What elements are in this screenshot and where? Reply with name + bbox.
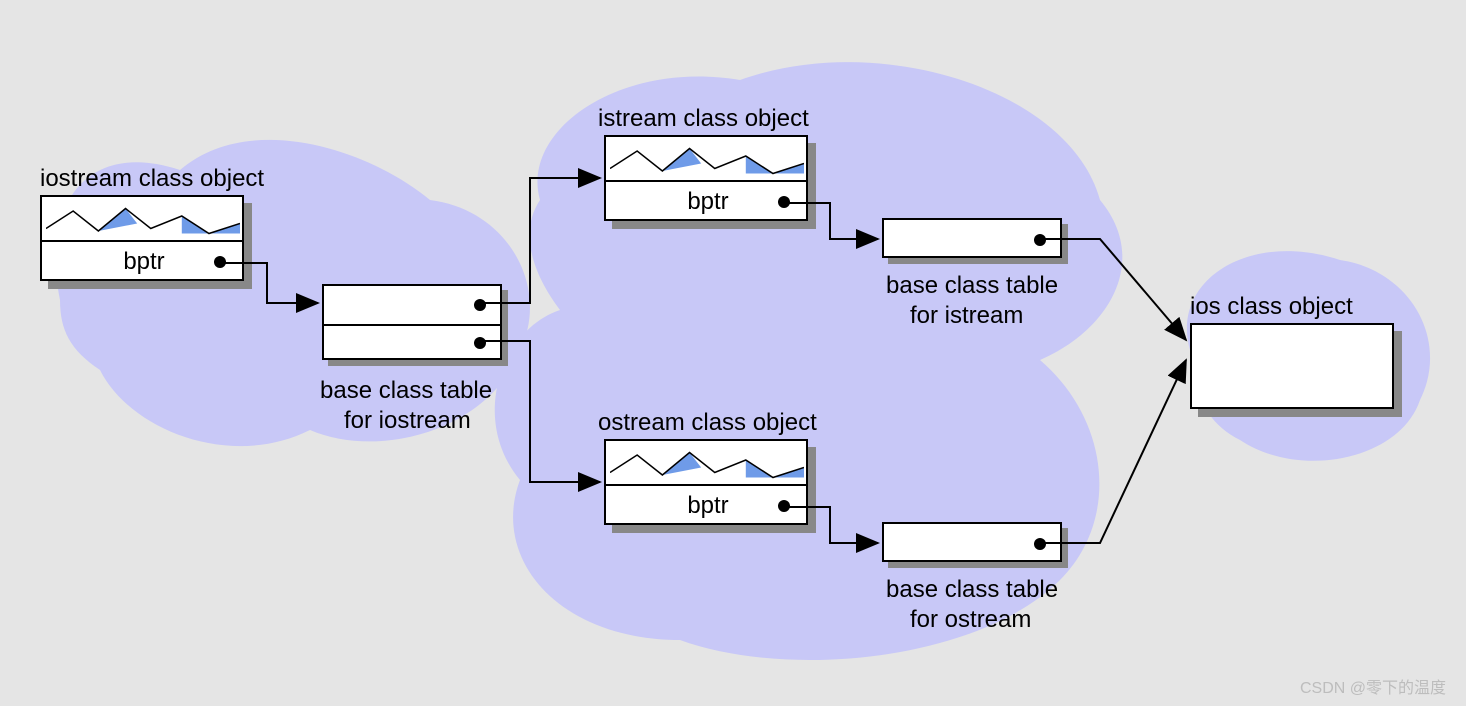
istream-box: bptr (604, 135, 808, 221)
bct-iostream (322, 284, 502, 360)
istream-box-label: istream class object (598, 105, 809, 133)
ios-box-label: ios class object (1190, 293, 1353, 321)
bct-ostream-to-ios (1040, 360, 1186, 543)
bct-ostream (882, 522, 1062, 562)
ostream-box-label: ostream class object (598, 409, 817, 437)
ostream-box: bptr (604, 439, 808, 525)
iostream-box-bptr-dot (214, 256, 226, 268)
istream-box-bptr-dot (778, 196, 790, 208)
bct-iostream-label-1: base class table (320, 377, 492, 405)
iostream-box-label: iostream class object (40, 165, 264, 193)
bct-iostream-label-2: for iostream (344, 407, 471, 435)
bct-iostream-dot-0 (474, 299, 486, 311)
bct-iostream-dot-1 (474, 337, 486, 349)
watermark: CSDN @零下的温度 (1300, 674, 1446, 698)
bct-istream-label-1: base class table (886, 272, 1058, 300)
bct-ostream-dot-0 (1034, 538, 1046, 550)
ostream-box-bptr-dot (778, 500, 790, 512)
bct-ostream-label-2: for ostream (910, 606, 1031, 634)
diagram-canvas: bptriostream class object bptristream cl… (0, 0, 1466, 706)
bct-istream (882, 218, 1062, 258)
iostream-box: bptr (40, 195, 244, 281)
bct-ostream-label-1: base class table (886, 576, 1058, 604)
bct-istream-dot-0 (1034, 234, 1046, 246)
bct-istream-label-2: for istream (910, 302, 1023, 330)
ios-box (1190, 323, 1394, 409)
